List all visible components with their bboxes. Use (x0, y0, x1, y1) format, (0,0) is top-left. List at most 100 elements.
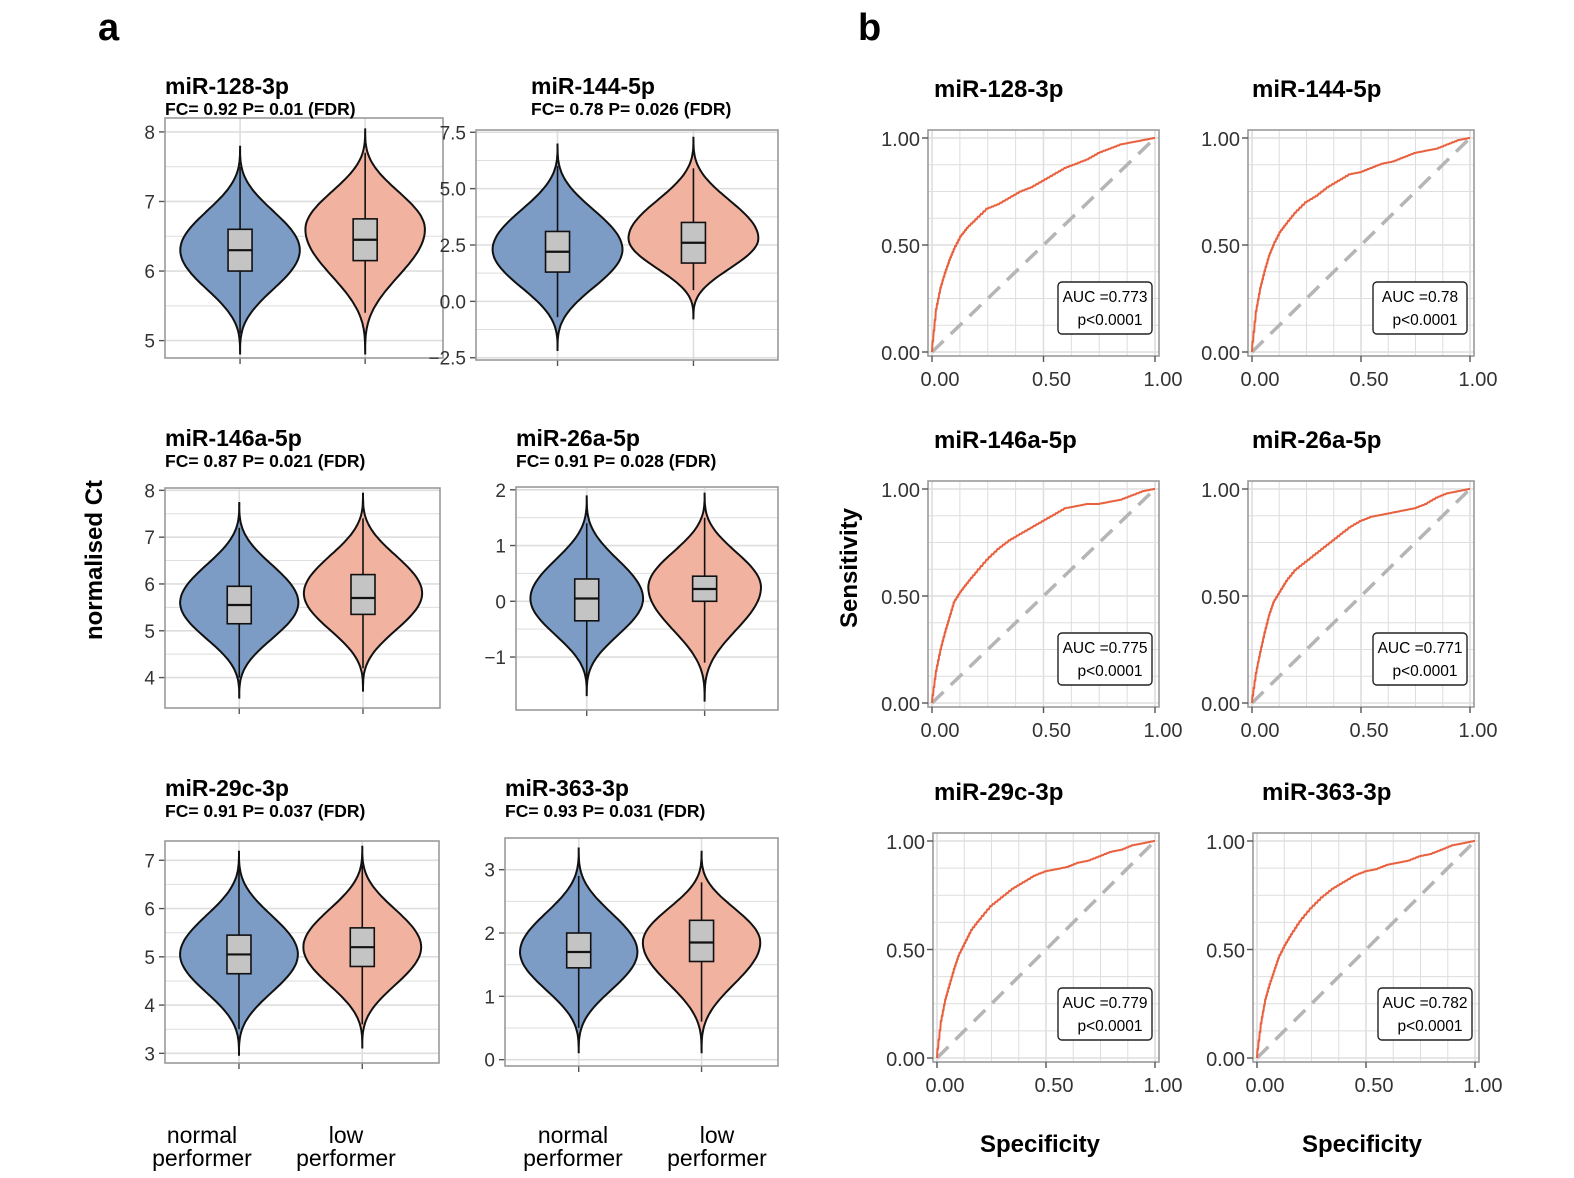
roc-chart-miR-128-3p: 1.00 0.50 0.000.00 0.50 1.00 AUC =0.773 p<0.00… (881, 76, 1182, 391)
auc-label: AUC =0.773 (1063, 289, 1148, 306)
x-tick-label: 0.00 (1241, 369, 1280, 391)
x-tick-label: 0.50 (1035, 1075, 1074, 1097)
x-tick-label: 1.00 (1144, 720, 1183, 742)
roc-curve (1251, 137, 1470, 353)
roc-curve (1256, 840, 1475, 1059)
box-iqr (573, 578, 600, 622)
y-tick-label: 5 (144, 332, 155, 353)
roc-curve (931, 488, 1155, 704)
roc-curve (1251, 488, 1470, 704)
y-tick-label: 5 (144, 948, 155, 969)
chart-subtitle: FC= 0.91 P= 0.037 (FDR) (165, 801, 365, 821)
y-tick-label: 0.00 (881, 694, 920, 716)
chart-title: miR-26a-5p (516, 425, 640, 451)
roc-chart-miR-29c-3p: 1.00 0.50 0.000.00 0.50 1.00 AUC =0.779 p<0.00… (886, 779, 1182, 1097)
chart-subtitle: FC= 0.78 P= 0.026 (FDR) (531, 99, 731, 119)
roc-chart-miR-26a-5p: 1.00 0.50 0.000.00 0.50 1.00 AUC =0.771 p<0.00… (1201, 427, 1497, 742)
auc-label: AUC =0.78 (1382, 289, 1458, 306)
chart-title: miR-26a-5p (1252, 427, 1381, 454)
y-tick-label: 0.50 (1206, 941, 1245, 963)
y-tick-label: 7 (144, 192, 155, 213)
y-tick-label: 6 (144, 262, 155, 283)
auc-label: AUC =0.771 (1378, 640, 1463, 657)
y-tick-label: 2 (495, 481, 506, 502)
roc-x-axis-label-right: Specificity (1302, 1131, 1423, 1158)
group-label-low-line2-left: performer (296, 1145, 396, 1171)
y-tick-label: 2 (484, 924, 495, 945)
chart-title: miR-146a-5p (165, 425, 302, 451)
y-tick-label: 3 (484, 861, 495, 882)
roc-chart-miR-144-5p: 1.00 0.50 0.000.00 0.50 1.00 AUC =0.78 p<0.000… (1201, 76, 1497, 391)
group-label-low-line2-right: performer (667, 1145, 767, 1171)
y-tick-label: 6 (144, 900, 155, 921)
y-tick-label: 0.00 (886, 1049, 925, 1071)
chart-title: miR-144-5p (531, 73, 655, 99)
x-tick-label: 1.00 (1464, 1075, 1503, 1097)
box-iqr (688, 919, 715, 963)
y-tick-label: 7 (144, 851, 155, 872)
x-tick-label: 0.00 (1246, 1075, 1285, 1097)
x-tick-label: 1.00 (1144, 369, 1183, 391)
x-tick-label: 0.50 (1350, 369, 1389, 391)
chart-title: miR-29c-3p (934, 779, 1063, 806)
y-tick-label: 8 (144, 123, 155, 144)
panel-label-a: a (98, 7, 120, 49)
x-tick-label: 0.50 (1032, 369, 1071, 391)
box-iqr (350, 573, 376, 616)
roc-y-axis-label: Sensitivity (836, 507, 863, 628)
group-label-normal-line1-right: normal (538, 1122, 608, 1148)
chart-title: miR-146a-5p (934, 427, 1077, 454)
y-tick-label: −1 (484, 648, 506, 669)
x-tick-label: 0.00 (1241, 720, 1280, 742)
y-tick-label: 0.00 (1201, 343, 1240, 365)
y-tick-label: 0 (484, 1051, 495, 1072)
y-tick-label: 0.0 (440, 292, 466, 313)
auc-annotation-box (1057, 281, 1153, 335)
panel-label-b: b (858, 7, 881, 49)
roc-curve (931, 137, 1155, 353)
chart-title: miR-363-3p (1262, 779, 1391, 806)
x-tick-label: 0.00 (921, 369, 960, 391)
y-tick-label: 1.00 (886, 832, 925, 854)
x-tick-label: 0.00 (921, 720, 960, 742)
x-tick-label: 0.50 (1355, 1075, 1394, 1097)
y-tick-label: 7 (144, 528, 155, 549)
y-tick-label: 1.00 (1206, 832, 1245, 854)
y-tick-label: 0.50 (886, 941, 925, 963)
y-tick-label: 6 (144, 575, 155, 596)
y-tick-label: 4 (144, 669, 155, 690)
y-tick-label: 1 (484, 987, 495, 1008)
y-tick-label: 1.00 (1201, 480, 1240, 502)
y-tick-label: 7.5 (440, 123, 466, 144)
y-tick-label: 2.5 (440, 236, 466, 257)
roc-chart-miR-363-3p: 1.00 0.50 0.000.00 0.50 1.00 AUC =0.782 p<0.00… (1206, 779, 1502, 1097)
violin-y-axis-label: normalised Ct (81, 480, 108, 640)
y-tick-label: 0.50 (1201, 587, 1240, 609)
x-tick-label: 1.00 (1459, 720, 1498, 742)
p-value-label: p<0.0001 (1392, 312, 1457, 329)
group-label-low-line1-right: low (700, 1122, 735, 1148)
group-label-normal-line1-left: normal (167, 1122, 237, 1148)
auc-label: AUC =0.779 (1063, 995, 1148, 1012)
auc-annotation-box (1372, 281, 1468, 335)
plot-frame (164, 840, 440, 1064)
p-value-label: p<0.0001 (1397, 1018, 1462, 1035)
y-tick-label: 5.0 (440, 180, 466, 201)
p-value-label: p<0.0001 (1077, 663, 1142, 680)
p-value-label: p<0.0001 (1392, 663, 1457, 680)
roc-chart-miR-146a-5p: 1.00 0.50 0.000.00 0.50 1.00 AUC =0.775 p<0.00… (881, 427, 1182, 742)
chart-subtitle: FC= 0.93 P= 0.031 (FDR) (505, 801, 705, 821)
chart-title: miR-128-3p (165, 73, 289, 99)
x-tick-label: 0.50 (1350, 720, 1389, 742)
y-tick-label: 4 (144, 996, 155, 1017)
y-tick-label: 0.50 (1201, 236, 1240, 258)
roc-x-axis-label-left: Specificity (980, 1131, 1101, 1158)
y-tick-label: 0.00 (881, 343, 920, 365)
y-tick-label: 3 (144, 1044, 155, 1065)
auc-annotation-box (1372, 632, 1468, 686)
